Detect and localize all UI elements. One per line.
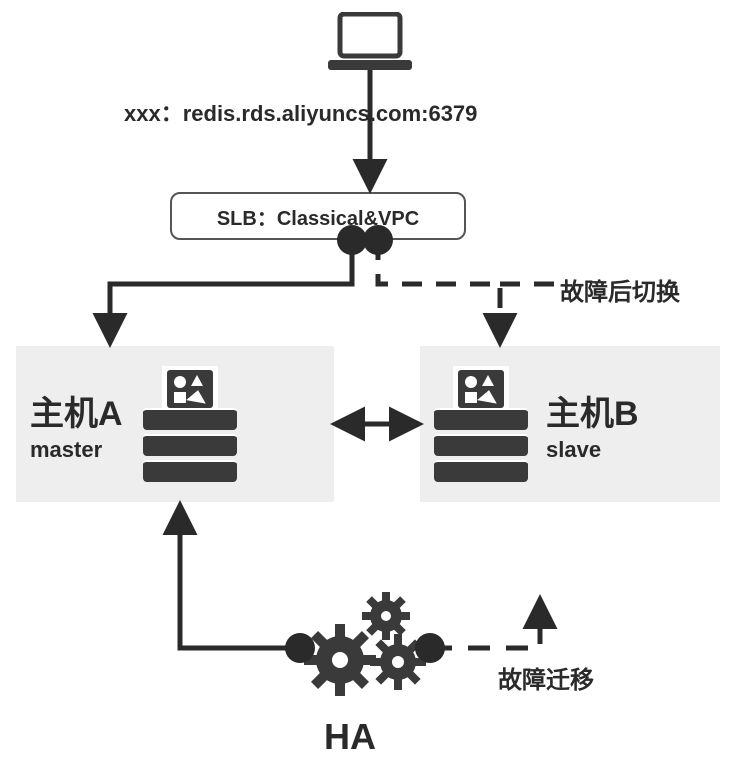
failover-switch-label: 故障后切换 (560, 272, 680, 307)
host-b-box: 主机B slave (420, 346, 720, 502)
fault-migrate-label: 故障迁移 (498, 660, 594, 695)
database-icon (143, 366, 237, 482)
slb-label: SLB：Classical&VPC (217, 202, 419, 231)
edge-ha-hostB (430, 604, 540, 648)
host-b-title: 主机B (546, 386, 639, 435)
edge-ha-hostA (180, 510, 300, 648)
slb-box: SLB：Classical&VPC (170, 192, 466, 240)
host-a-box: 主机A master (16, 346, 334, 502)
laptop-icon (322, 12, 418, 77)
ha-label: HA (324, 716, 376, 758)
host-b-subtitle: slave (546, 437, 639, 463)
database-icon (434, 366, 528, 482)
edge-slb-hostB (378, 240, 500, 338)
gear-icon (300, 588, 430, 713)
host-a-title: 主机A (30, 386, 123, 435)
host-a-subtitle: master (30, 437, 123, 463)
connection-string-label: xxx：redis.rds.aliyuncs.com:6379 (124, 96, 477, 128)
edge-slb-hostA (110, 240, 352, 338)
